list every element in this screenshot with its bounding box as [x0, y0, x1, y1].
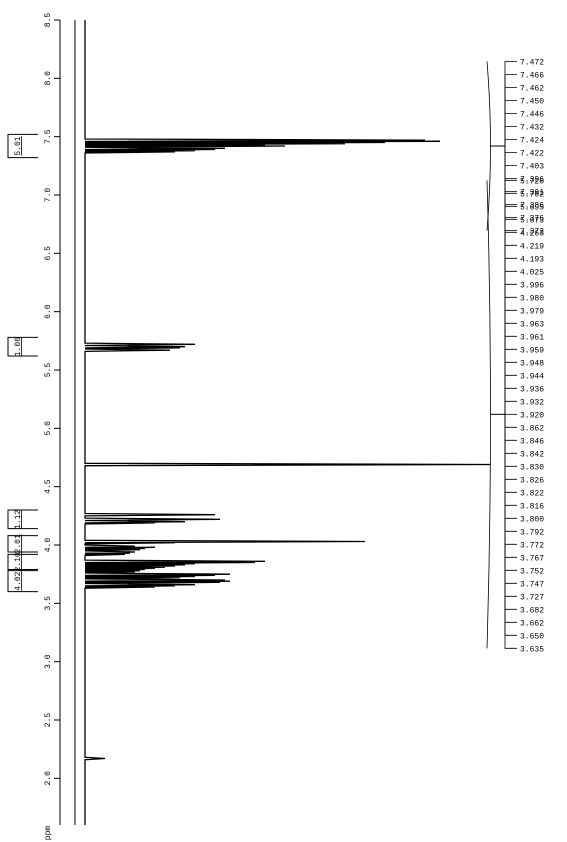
peaklabel-value: 7.450 — [520, 98, 544, 107]
spectrum-trace — [85, 20, 490, 825]
peaklabel-brace — [487, 180, 491, 648]
peaklabel-value: 3.747 — [520, 580, 544, 589]
axis-tick-label: 3.5 — [44, 596, 53, 611]
peaklabel-branch — [505, 140, 517, 147]
peaklabel-value: 4.025 — [520, 268, 544, 277]
peaklabel-value: 3.727 — [520, 593, 544, 602]
peaklabel-value: 3.682 — [520, 606, 544, 615]
peaklabel-branch — [505, 323, 517, 414]
peaklabel-value: 3.816 — [520, 502, 544, 511]
peaklabel-value: 3.752 — [520, 567, 544, 576]
peaklabel-branch — [505, 127, 517, 147]
peaklabel-branch — [505, 414, 517, 609]
peaklabel-value: 3.920 — [520, 411, 544, 420]
peaklabel-value: 7.424 — [520, 137, 544, 146]
axis-label: ppm — [44, 826, 53, 841]
peaklabel-branch — [505, 271, 517, 414]
peaklabel-branch — [505, 245, 517, 414]
peaklabel-value: 7.446 — [520, 111, 544, 120]
peaklabel-value: 7.432 — [520, 124, 544, 133]
axis-tick-label: 3.0 — [44, 654, 53, 669]
peaklabel-value: 3.963 — [520, 320, 544, 329]
integral-label: 2.01 — [14, 534, 23, 553]
peaklabel-value: 4.193 — [520, 255, 544, 264]
peaklabel-value: 3.846 — [520, 437, 544, 446]
peaklabel-value: 3.961 — [520, 333, 544, 342]
peaklabel-value: 3.996 — [520, 281, 544, 290]
peaklabel-value: 4.263 — [520, 229, 544, 238]
peaklabel-value: 7.472 — [520, 59, 544, 68]
peaklabel-value: 5.720 — [520, 177, 544, 186]
peaklabel-branch — [505, 297, 517, 414]
axis-tick-label: 6.5 — [44, 246, 53, 261]
peaklabel-branch — [505, 146, 517, 218]
peaklabel-branch — [505, 75, 517, 147]
peaklabel-value: 3.959 — [520, 346, 544, 355]
peaklabel-branch — [505, 349, 517, 414]
peaklabel-branch — [505, 114, 517, 147]
integral-label: 5.01 — [14, 136, 23, 155]
peaklabel-value: 3.822 — [520, 489, 544, 498]
peaklabel-branch — [505, 146, 517, 205]
peaklabel-branch — [505, 414, 517, 505]
peaklabel-branch — [505, 146, 517, 166]
peaklabel-branch — [505, 88, 517, 147]
axis-tick-label: 2.0 — [44, 771, 53, 786]
axis-tick-label: 6.0 — [44, 304, 53, 319]
axis-tick-label: 4.5 — [44, 479, 53, 494]
peaklabel-value: 3.830 — [520, 463, 544, 472]
peaklabel-branch — [505, 414, 517, 635]
peaklabel-value: 7.422 — [520, 150, 544, 159]
peaklabel-branch — [505, 146, 517, 179]
peaklabel-value: 3.792 — [520, 528, 544, 537]
peaklabel-value: 4.219 — [520, 242, 544, 251]
peaklabel-value: 3.635 — [520, 645, 544, 654]
integral-label: 1.06 — [14, 337, 23, 356]
peaklabel-branch — [505, 414, 517, 453]
peaklabel-value: 3.936 — [520, 385, 544, 394]
axis-tick-label: 4.0 — [44, 538, 53, 553]
peaklabel-value: 5.673 — [520, 216, 544, 225]
integral-label: 2.10 — [14, 552, 23, 571]
peaklabel-branch — [505, 401, 517, 414]
peaklabel-branch — [505, 375, 517, 414]
axis-tick-label: 7.0 — [44, 188, 53, 203]
peaklabel-value: 5.702 — [520, 190, 544, 199]
peaklabel-value: 7.466 — [520, 72, 544, 81]
peaklabel-value: 3.932 — [520, 398, 544, 407]
peaklabel-branch — [505, 414, 517, 479]
peaklabel-value: 3.826 — [520, 476, 544, 485]
axis-tick-label: 5.5 — [44, 363, 53, 378]
peaklabel-branch — [505, 414, 517, 531]
nmr-spectrum: 8.5 8.0 7.5 7.0 6.5 6.0 5.5 5.0 4.5 4.0 3.5 3.0 2.5 2… — [0, 0, 567, 842]
axis-tick-label: 2.5 — [44, 713, 53, 728]
peaklabel-value: 3.862 — [520, 424, 544, 433]
peaklabel-value: 7.403 — [520, 163, 544, 172]
integral-label: 1.12 — [14, 510, 23, 529]
peaklabel-value: 3.767 — [520, 554, 544, 563]
peaklabel-value: 7.462 — [520, 85, 544, 94]
peaklabel-branch — [505, 414, 517, 427]
peaklabel-branch — [505, 193, 517, 414]
peaklabel-branch — [505, 146, 517, 153]
axis-tick-label: 7.5 — [44, 129, 53, 144]
peaklabel-branch — [505, 414, 517, 557]
peaklabel-branch — [505, 414, 517, 583]
peaklabel-value: 3.944 — [520, 372, 544, 381]
peaklabel-value: 3.772 — [520, 541, 544, 550]
peaklabel-value: 3.980 — [520, 294, 544, 303]
peaklabel-value: 3.650 — [520, 632, 544, 641]
peaklabel-value: 5.695 — [520, 203, 544, 212]
peaklabel-value: 3.948 — [520, 359, 544, 368]
peaklabel-value: 3.662 — [520, 619, 544, 628]
axis-tick-label: 8.5 — [44, 13, 53, 28]
axis-tick-label: 8.0 — [44, 71, 53, 86]
axis-tick-label: 5.0 — [44, 421, 53, 436]
peaklabel-value: 3.979 — [520, 307, 544, 316]
peaklabel-value: 3.842 — [520, 450, 544, 459]
peaklabel-branch — [505, 219, 517, 414]
integral-label: 4.02 — [14, 571, 23, 590]
peaklabel-value: 3.800 — [520, 515, 544, 524]
